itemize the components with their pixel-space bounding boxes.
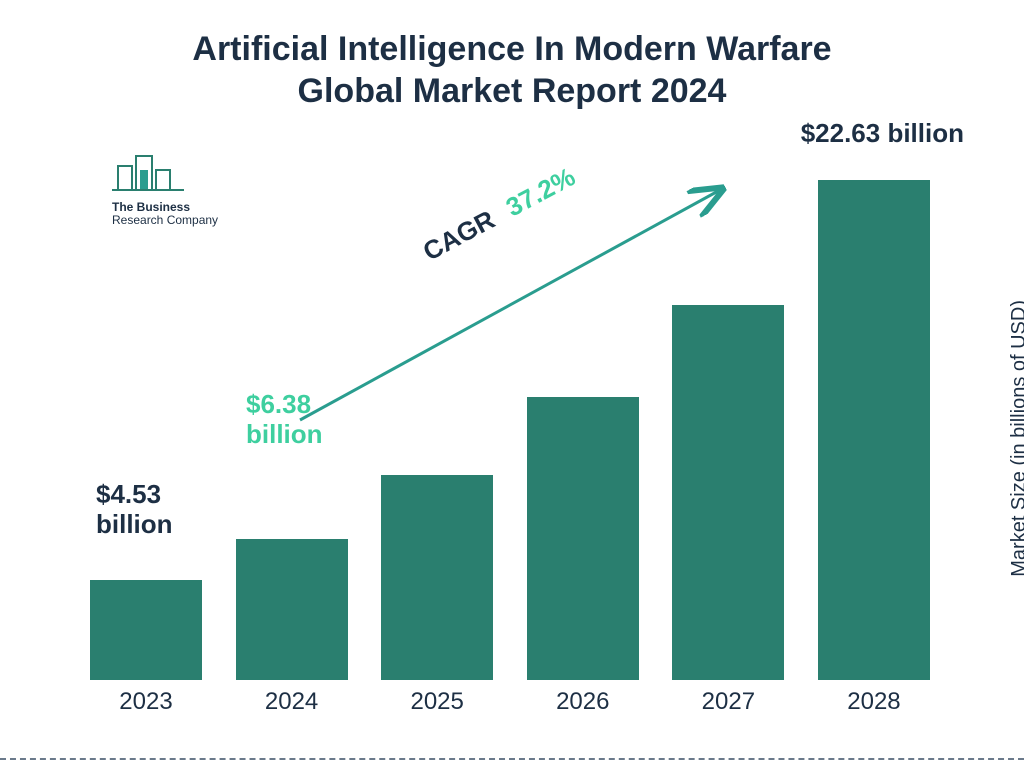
bar-col-2023: [90, 150, 202, 680]
chart-plot-area: [90, 150, 930, 680]
y-axis-label: Market Size (in billions of USD): [1008, 300, 1024, 577]
bar-2025: [381, 475, 493, 680]
bar-series: [90, 150, 930, 680]
bar-col-2028: [818, 150, 930, 680]
bar-2028: [818, 180, 930, 680]
xaxis-tick-2024: 2024: [236, 688, 348, 716]
bar-col-2025: [381, 150, 493, 680]
bar-col-2026: [527, 150, 639, 680]
chart-page: Artificial Intelligence In Modern Warfar…: [0, 0, 1024, 768]
bar-col-2027: [672, 150, 784, 680]
xaxis-tick-2027: 2027: [672, 688, 784, 716]
bar-col-2024: [236, 150, 348, 680]
xaxis-tick-2028: 2028: [818, 688, 930, 716]
xaxis-tick-2023: 2023: [90, 688, 202, 716]
bar-2026: [527, 397, 639, 680]
bottom-dashed-line: [0, 758, 1024, 760]
xaxis-tick-2025: 2025: [381, 688, 493, 716]
xaxis-tick-2026: 2026: [527, 688, 639, 716]
bar-2027: [672, 305, 784, 680]
x-axis: 2023 2024 2025 2026 2027 2028: [90, 688, 930, 716]
bar-2024: [236, 539, 348, 680]
bar-2023: [90, 580, 202, 680]
